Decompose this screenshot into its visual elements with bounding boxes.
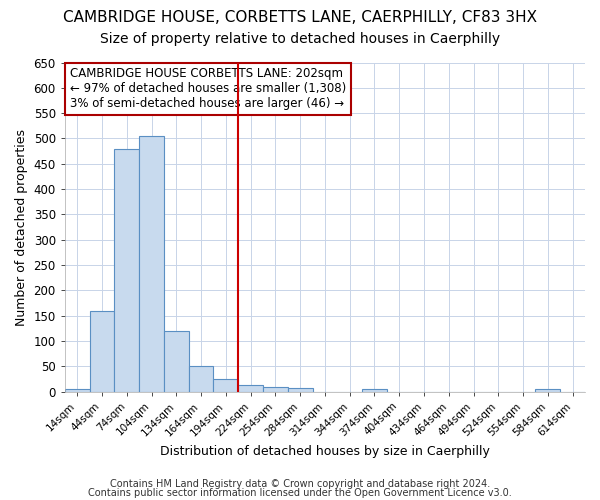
- Text: CAMBRIDGE HOUSE, CORBETTS LANE, CAERPHILLY, CF83 3HX: CAMBRIDGE HOUSE, CORBETTS LANE, CAERPHIL…: [63, 10, 537, 25]
- Text: Contains HM Land Registry data © Crown copyright and database right 2024.: Contains HM Land Registry data © Crown c…: [110, 479, 490, 489]
- Y-axis label: Number of detached properties: Number of detached properties: [15, 128, 28, 326]
- Bar: [362, 388, 387, 392]
- Bar: [238, 384, 263, 392]
- Bar: [263, 386, 288, 392]
- Text: Size of property relative to detached houses in Caerphilly: Size of property relative to detached ho…: [100, 32, 500, 46]
- Text: Contains public sector information licensed under the Open Government Licence v3: Contains public sector information licen…: [88, 488, 512, 498]
- Bar: [115, 148, 139, 392]
- X-axis label: Distribution of detached houses by size in Caerphilly: Distribution of detached houses by size …: [160, 444, 490, 458]
- Bar: [288, 388, 313, 392]
- Bar: [164, 331, 188, 392]
- Bar: [139, 136, 164, 392]
- Bar: [89, 310, 115, 392]
- Bar: [188, 366, 214, 392]
- Bar: [214, 379, 238, 392]
- Text: CAMBRIDGE HOUSE CORBETTS LANE: 202sqm
← 97% of detached houses are smaller (1,30: CAMBRIDGE HOUSE CORBETTS LANE: 202sqm ← …: [70, 68, 346, 110]
- Bar: [535, 389, 560, 392]
- Bar: [65, 389, 89, 392]
